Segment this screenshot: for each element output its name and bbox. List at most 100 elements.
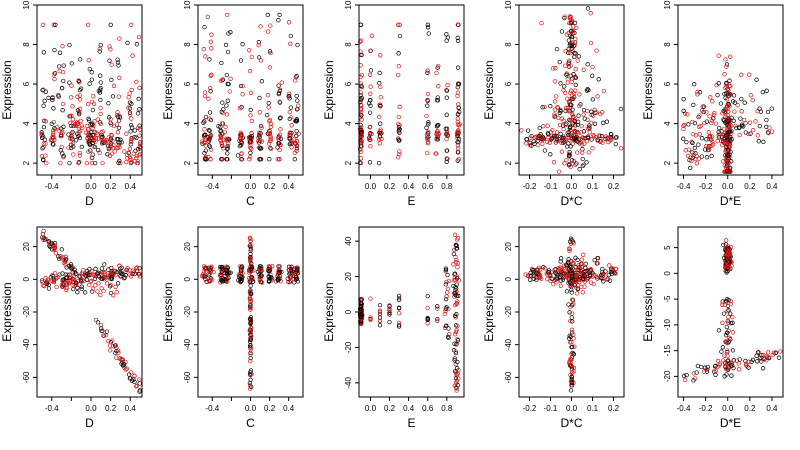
- data-point: [425, 91, 431, 97]
- data-point: [451, 283, 456, 289]
- points-3: [357, 22, 462, 166]
- data-point: [247, 290, 253, 295]
- x-tick-label: -0.2: [523, 182, 537, 191]
- data-point: [89, 155, 95, 160]
- data-point: [567, 336, 572, 341]
- data-point: [728, 311, 733, 316]
- data-point: [219, 157, 224, 162]
- y-tick-label: 0: [183, 277, 192, 282]
- data-point: [723, 106, 728, 112]
- data-point: [707, 134, 712, 139]
- data-point: [66, 263, 72, 269]
- data-point: [87, 66, 92, 72]
- data-point: [116, 137, 121, 142]
- data-point: [618, 146, 624, 151]
- data-point: [287, 91, 292, 96]
- data-point: [713, 372, 718, 377]
- data-point: [111, 293, 116, 298]
- data-point: [599, 273, 604, 278]
- data-point: [52, 246, 57, 251]
- data-point: [728, 123, 734, 128]
- y-tick-label: 0: [22, 277, 31, 282]
- data-point: [590, 146, 595, 151]
- data-point: [296, 103, 301, 108]
- data-point: [266, 141, 272, 146]
- data-point: [445, 83, 450, 88]
- data-point: [99, 136, 104, 141]
- data-point: [71, 286, 76, 292]
- data-point: [762, 356, 767, 361]
- data-point: [557, 59, 562, 65]
- data-point: [724, 299, 729, 304]
- data-point: [396, 72, 401, 78]
- data-point: [92, 129, 97, 135]
- data-point: [110, 151, 115, 156]
- data-point: [585, 108, 590, 114]
- data-point: [567, 99, 572, 105]
- data-point: [568, 63, 573, 68]
- data-point: [695, 90, 700, 95]
- data-point: [248, 305, 253, 311]
- data-point: [728, 301, 733, 307]
- data-point: [289, 271, 295, 276]
- data-point: [267, 117, 273, 123]
- data-point: [102, 137, 107, 143]
- data-point: [89, 70, 94, 75]
- data-point: [73, 280, 79, 285]
- data-point: [553, 134, 558, 139]
- data-point: [387, 312, 392, 317]
- data-point: [695, 363, 701, 369]
- data-point: [580, 290, 585, 295]
- data-point: [746, 131, 751, 137]
- x-axis-title: D: [85, 194, 94, 208]
- points-9: [523, 236, 619, 393]
- data-point: [591, 281, 596, 287]
- data-point: [75, 108, 81, 113]
- data-point: [765, 130, 771, 135]
- data-point: [225, 146, 230, 151]
- data-point: [444, 290, 450, 295]
- data-point: [444, 32, 449, 37]
- data-point: [558, 278, 563, 283]
- data-point: [58, 148, 63, 153]
- data-point: [531, 270, 536, 275]
- x-axis-title: E: [407, 416, 415, 430]
- x-tick-label: 0.1: [587, 182, 599, 191]
- data-point: [206, 96, 211, 101]
- data-point: [76, 160, 82, 165]
- data-point: [97, 90, 103, 95]
- data-point: [722, 163, 727, 168]
- data-point: [249, 266, 254, 271]
- data-point: [59, 85, 65, 91]
- data-point: [69, 61, 74, 66]
- data-point: [618, 106, 624, 112]
- data-point: [588, 11, 593, 16]
- data-point: [569, 380, 575, 386]
- data-point: [109, 132, 114, 138]
- data-point: [596, 77, 601, 82]
- data-point: [291, 137, 296, 142]
- data-point: [580, 150, 585, 155]
- data-point: [424, 132, 430, 137]
- data-point: [377, 311, 383, 317]
- data-point: [96, 281, 101, 286]
- data-point: [456, 128, 461, 133]
- data-point: [692, 82, 697, 87]
- data-point: [600, 266, 605, 272]
- points-4: [519, 6, 624, 174]
- data-point: [570, 30, 576, 35]
- data-point: [52, 71, 58, 76]
- x-axis-title: D*C: [560, 416, 582, 430]
- data-point: [267, 138, 273, 144]
- data-point: [98, 73, 103, 78]
- y-tick-label: 6: [663, 81, 672, 86]
- data-point: [39, 278, 45, 283]
- data-point: [137, 377, 142, 382]
- data-point: [454, 371, 459, 376]
- data-point: [108, 117, 113, 122]
- data-point: [77, 135, 83, 141]
- data-point: [67, 42, 72, 48]
- data-point: [577, 167, 582, 172]
- data-point: [757, 106, 762, 111]
- data-point: [61, 63, 66, 68]
